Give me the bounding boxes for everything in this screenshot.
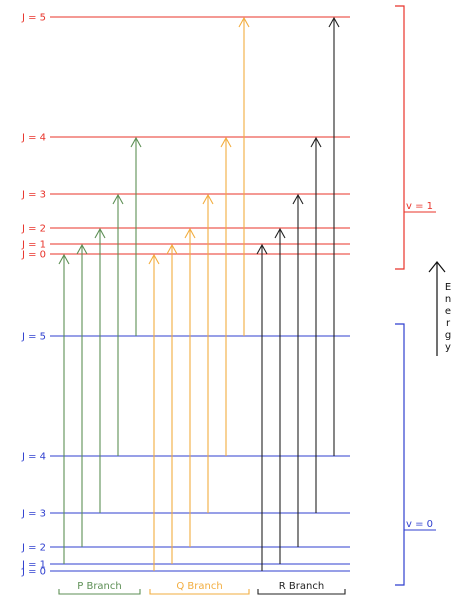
r-branch-arrow-1-2 bbox=[274, 227, 286, 564]
q-branch-arrow-2-2 bbox=[184, 227, 196, 547]
arrow-head bbox=[148, 253, 160, 265]
arrow-head bbox=[310, 136, 322, 148]
lower-vibrational-bracket bbox=[395, 323, 405, 586]
q-branch-label: Q Branch bbox=[176, 581, 222, 592]
p-branch-label: P Branch bbox=[77, 581, 121, 592]
arrow-head bbox=[238, 16, 250, 28]
p-branch-arrow-1-0 bbox=[58, 253, 70, 564]
lower-level-label-j0: J = 0 bbox=[21, 567, 46, 578]
arrow-head bbox=[166, 243, 178, 255]
arrow-head bbox=[184, 227, 196, 239]
r-branch-bracket bbox=[257, 589, 346, 595]
r-branch-arrow-4-5 bbox=[328, 16, 340, 456]
upper-level-label-j5: J = 5 bbox=[21, 13, 46, 24]
arrow-head bbox=[130, 136, 142, 148]
p-branch-bracket bbox=[58, 589, 141, 595]
q-branch-arrow-5-5 bbox=[238, 16, 250, 336]
r-branch-arrow-0-1 bbox=[256, 243, 268, 571]
upper-level-label-j0: J = 0 bbox=[21, 250, 46, 261]
upper-vibrational-bracket bbox=[395, 5, 405, 270]
upper-vib-label: v = 1 bbox=[406, 201, 433, 212]
lower-level-label-j4: J = 4 bbox=[21, 452, 46, 463]
r-branch-arrow-3-4 bbox=[310, 136, 322, 513]
transition-arrows bbox=[58, 16, 340, 571]
arrow-head bbox=[292, 193, 304, 205]
q-branch-arrow-3-3 bbox=[202, 193, 214, 513]
r-branch-arrow-2-3 bbox=[292, 193, 304, 547]
arrow-head bbox=[202, 193, 214, 205]
arrow-head bbox=[58, 253, 70, 265]
lower-level-label-j1: J = 1 bbox=[21, 560, 46, 571]
q-branch-arrow-4-4 bbox=[220, 136, 232, 456]
p-branch-arrow-3-2 bbox=[94, 227, 106, 513]
arrow-head bbox=[220, 136, 232, 148]
upper-level-label-j1: J = 1 bbox=[21, 240, 46, 251]
upper-level-label-j2: J = 2 bbox=[21, 224, 46, 235]
q-branch-arrow-0-0 bbox=[148, 253, 160, 571]
r-branch-label: R Branch bbox=[279, 581, 324, 592]
lower-level-label-j3: J = 3 bbox=[21, 509, 46, 520]
arrow-head bbox=[328, 16, 340, 28]
p-branch-arrow-5-4 bbox=[130, 136, 142, 336]
arrow-head bbox=[112, 193, 124, 205]
lower-level-label-j5: J = 5 bbox=[21, 332, 46, 343]
upper-level-label-j3: J = 3 bbox=[21, 190, 46, 201]
energy-arrow bbox=[428, 261, 446, 356]
arrow-head bbox=[256, 243, 268, 255]
branch-brackets: P Branch Q Branch R Branch bbox=[58, 581, 346, 595]
lower-vib-label: v = 0 bbox=[406, 519, 433, 530]
energy-arrow-head bbox=[428, 261, 446, 273]
upper-levels: J = 0J = 1 J = 2 J = 3 J = 4 J = 5 bbox=[21, 13, 350, 261]
p-branch-arrow-4-3 bbox=[112, 193, 124, 456]
p-branch-arrow-2-1 bbox=[76, 243, 88, 547]
lower-levels: J = 0J = 1 J = 2 J = 3 J = 4 J = 5 bbox=[21, 332, 350, 578]
upper-level-label-j4: J = 4 bbox=[21, 133, 46, 144]
q-branch-arrow-1-1 bbox=[166, 243, 178, 564]
arrow-head bbox=[274, 227, 286, 239]
lower-level-label-j2: J = 2 bbox=[21, 543, 46, 554]
arrow-head bbox=[94, 227, 106, 239]
q-branch-bracket bbox=[149, 589, 250, 595]
arrow-head bbox=[76, 243, 88, 255]
